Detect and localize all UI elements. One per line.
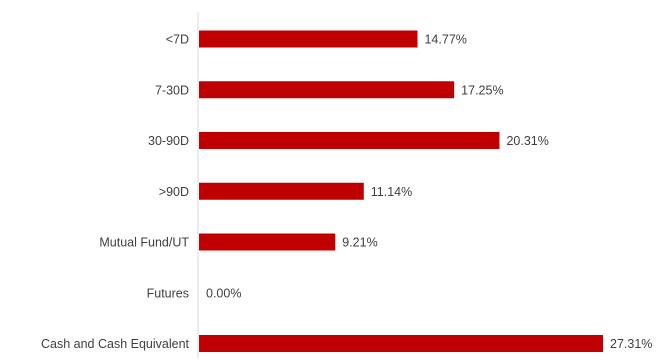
bar-3 bbox=[199, 182, 364, 200]
value-label: 11.14% bbox=[371, 185, 412, 199]
value-labels-layer: 14.77% 17.25% 20.31% 11.14% 9.21% 0.00% 27.31% bbox=[206, 33, 652, 352]
category-label: >90D bbox=[159, 185, 189, 199]
category-label: Futures bbox=[147, 286, 189, 300]
value-label: 14.77% bbox=[424, 33, 466, 47]
bar-2 bbox=[199, 132, 500, 149]
category-labels-layer: <7D 7-30D 30-90D >90D Mutual Fund/UT Futures C… bbox=[41, 33, 190, 352]
category-label: Cash and Cash Equivalent bbox=[41, 337, 190, 351]
bar-1 bbox=[199, 81, 455, 99]
category-label: 30-90D bbox=[148, 134, 189, 148]
bar-0 bbox=[199, 30, 418, 48]
category-label: Mutual Fund/UT bbox=[99, 236, 189, 250]
value-label: 17.25% bbox=[461, 83, 503, 97]
bar-6 bbox=[199, 335, 603, 352]
value-label: 27.31% bbox=[610, 337, 652, 351]
value-label: 0.00% bbox=[206, 286, 241, 300]
value-label: 9.21% bbox=[342, 236, 377, 250]
category-label: <7D bbox=[166, 33, 189, 47]
value-label: 20.31% bbox=[506, 134, 548, 148]
bar-4 bbox=[199, 233, 336, 251]
bars-layer bbox=[199, 30, 603, 352]
category-label: 7-30D bbox=[155, 83, 189, 97]
